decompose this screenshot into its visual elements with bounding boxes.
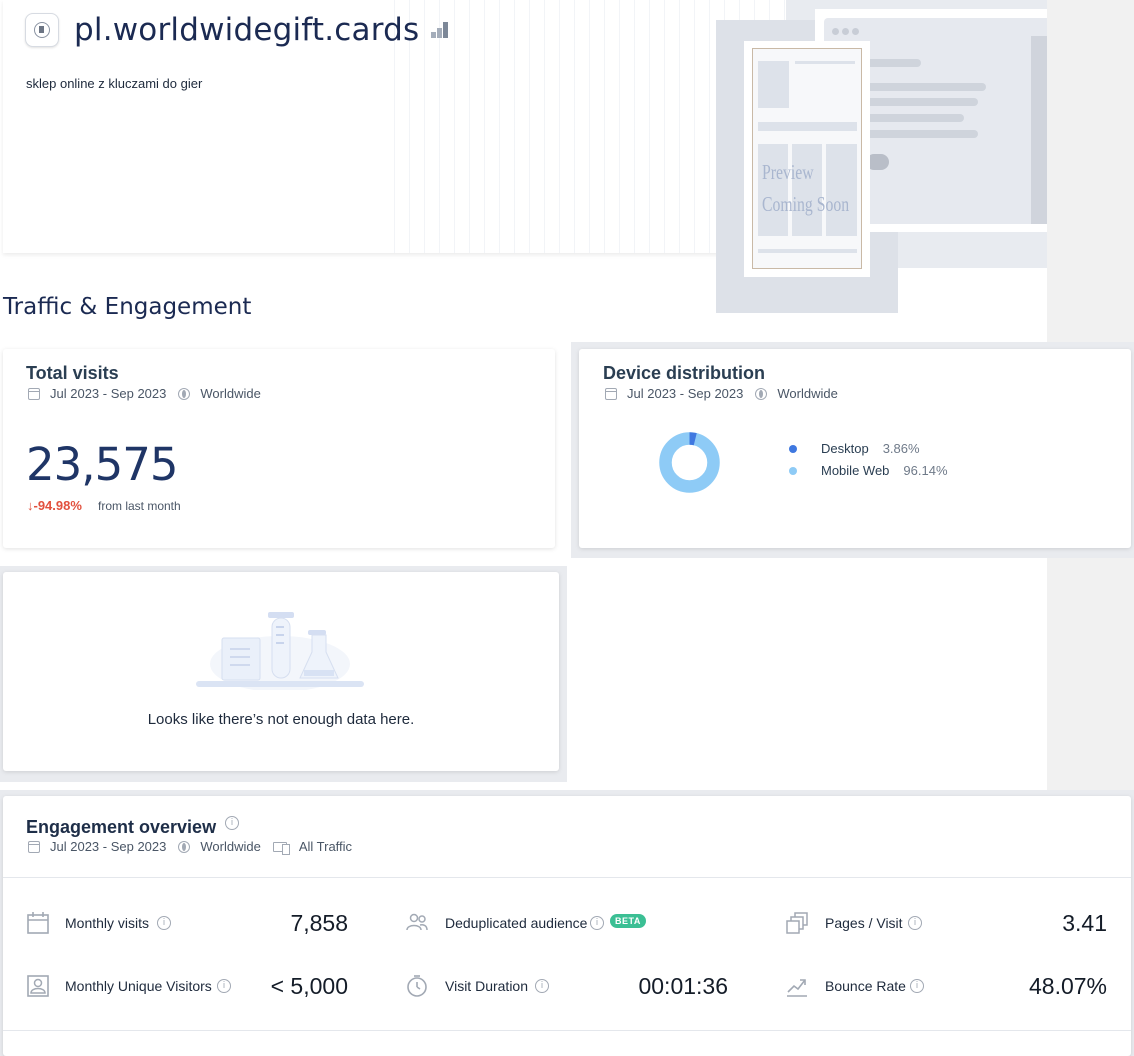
empty-state-message: Looks like there’s not enough data here. bbox=[147, 711, 415, 728]
change-value: -94.98% bbox=[33, 498, 82, 513]
preview-line bbox=[866, 114, 964, 122]
people-icon bbox=[406, 913, 428, 931]
device-distribution-meta: Jul 2023 - Sep 2023 Worldwide bbox=[605, 386, 850, 401]
legend-dot bbox=[789, 466, 797, 475]
metric-value-monthly-unique-visitors: < 5,000 bbox=[270, 973, 348, 999]
legend-value: 96.14% bbox=[903, 463, 948, 478]
engagement-divider bbox=[3, 877, 1131, 878]
info-icon[interactable]: i bbox=[157, 916, 171, 930]
mobile-preview-screen bbox=[752, 48, 862, 269]
preview-line bbox=[866, 130, 978, 138]
legend-value: 3.86% bbox=[882, 441, 920, 456]
site-logo-icon bbox=[34, 22, 50, 38]
devices-icon bbox=[272, 841, 290, 855]
region: Worldwide bbox=[200, 386, 261, 401]
info-icon[interactable]: i bbox=[910, 979, 924, 993]
metric-label-monthly-visits: Monthly visits bbox=[65, 915, 150, 931]
preview-line bbox=[866, 59, 921, 67]
site-logo bbox=[25, 13, 59, 47]
legend-mobile-web[interactable]: Mobile Web 96.14% bbox=[789, 463, 948, 478]
legend-label: Desktop bbox=[821, 441, 869, 456]
lab-flask-illustration bbox=[196, 612, 364, 690]
timer-icon bbox=[407, 975, 427, 997]
info-icon[interactable]: i bbox=[908, 916, 922, 930]
calendar-icon bbox=[605, 387, 617, 400]
calendar-icon bbox=[28, 840, 40, 853]
pages-icon bbox=[786, 912, 808, 934]
total-visits-card bbox=[3, 349, 555, 548]
calendar-icon bbox=[28, 387, 40, 400]
section-title: Traffic & Engagement bbox=[3, 294, 252, 320]
preview-line-2: Coming Soon bbox=[762, 192, 850, 216]
date-range: Jul 2023 - Sep 2023 bbox=[627, 386, 744, 401]
metric-label-visit-duration: Visit Duration bbox=[445, 978, 529, 994]
change-note: from last month bbox=[98, 499, 181, 513]
device-donut-chart bbox=[659, 432, 720, 493]
date-range: Jul 2023 - Sep 2023 bbox=[50, 839, 167, 854]
total-visits-title: Total visits bbox=[26, 363, 119, 383]
info-icon[interactable]: i bbox=[225, 816, 239, 830]
info-icon[interactable]: i bbox=[590, 916, 604, 930]
region: Worldwide bbox=[777, 386, 838, 401]
donut-slice-mobile-web[interactable] bbox=[659, 432, 720, 493]
metric-label-bounce-rate: Bounce Rate bbox=[825, 978, 906, 994]
date-range: Jul 2023 - Sep 2023 bbox=[50, 386, 167, 401]
preview-line bbox=[866, 98, 978, 106]
visitor-icon bbox=[27, 975, 49, 997]
region: Worldwide bbox=[200, 839, 261, 854]
metric-value-pages-per-visit: 3.41 bbox=[1062, 910, 1107, 936]
metric-label-pages-per-visit: Pages / Visit bbox=[825, 915, 903, 931]
site-description: sklep online z kluczami do gier bbox=[26, 76, 203, 91]
info-icon[interactable]: i bbox=[217, 979, 231, 993]
total-visits-change: ↓-94.98% bbox=[27, 498, 82, 513]
legend-desktop[interactable]: Desktop 3.86% bbox=[789, 441, 920, 456]
rank-bars-icon[interactable] bbox=[431, 22, 449, 38]
traffic-type: All Traffic bbox=[298, 839, 353, 854]
engagement-meta: Jul 2023 - Sep 2023 Worldwide All Traffi… bbox=[28, 839, 364, 855]
site-title: pl.worldwidegift.cards bbox=[74, 12, 420, 48]
preview-line-1: Preview bbox=[762, 160, 814, 184]
engagement-overview-title: Engagement overview bbox=[26, 817, 217, 837]
globe-icon bbox=[178, 387, 191, 400]
preview-coming-soon-text: Preview Coming Soon bbox=[762, 156, 849, 220]
metric-value-visit-duration: 00:01:36 bbox=[638, 973, 728, 999]
device-distribution-title: Device distribution bbox=[603, 363, 766, 383]
globe-icon bbox=[755, 387, 768, 400]
legend-label: Mobile Web bbox=[821, 463, 890, 478]
arrow-down-icon: ↓ bbox=[27, 498, 34, 513]
preview-line bbox=[866, 83, 986, 91]
metric-value-bounce-rate: 48.07% bbox=[1028, 973, 1107, 999]
total-visits-value: 23,575 bbox=[26, 438, 178, 491]
metric-value-monthly-visits: 7,858 bbox=[290, 910, 348, 936]
window-dots-icon bbox=[832, 22, 862, 40]
engagement-divider-bottom bbox=[3, 1030, 1131, 1031]
total-visits-meta: Jul 2023 - Sep 2023 Worldwide bbox=[28, 386, 273, 401]
calendar-icon bbox=[27, 912, 49, 934]
beta-badge: BETA bbox=[610, 914, 646, 928]
preview-pill bbox=[866, 154, 889, 170]
legend-dot bbox=[789, 444, 797, 453]
info-icon[interactable]: i bbox=[535, 979, 549, 993]
engagement-overview-card bbox=[3, 796, 1131, 1056]
donut-slice-desktop[interactable] bbox=[659, 432, 720, 493]
metric-label-deduplicated-audience: Deduplicated audience bbox=[445, 915, 588, 931]
metric-label-monthly-unique-visitors: Monthly Unique Visitors bbox=[65, 978, 212, 994]
bounce-icon bbox=[787, 979, 807, 997]
globe-icon bbox=[178, 840, 191, 853]
